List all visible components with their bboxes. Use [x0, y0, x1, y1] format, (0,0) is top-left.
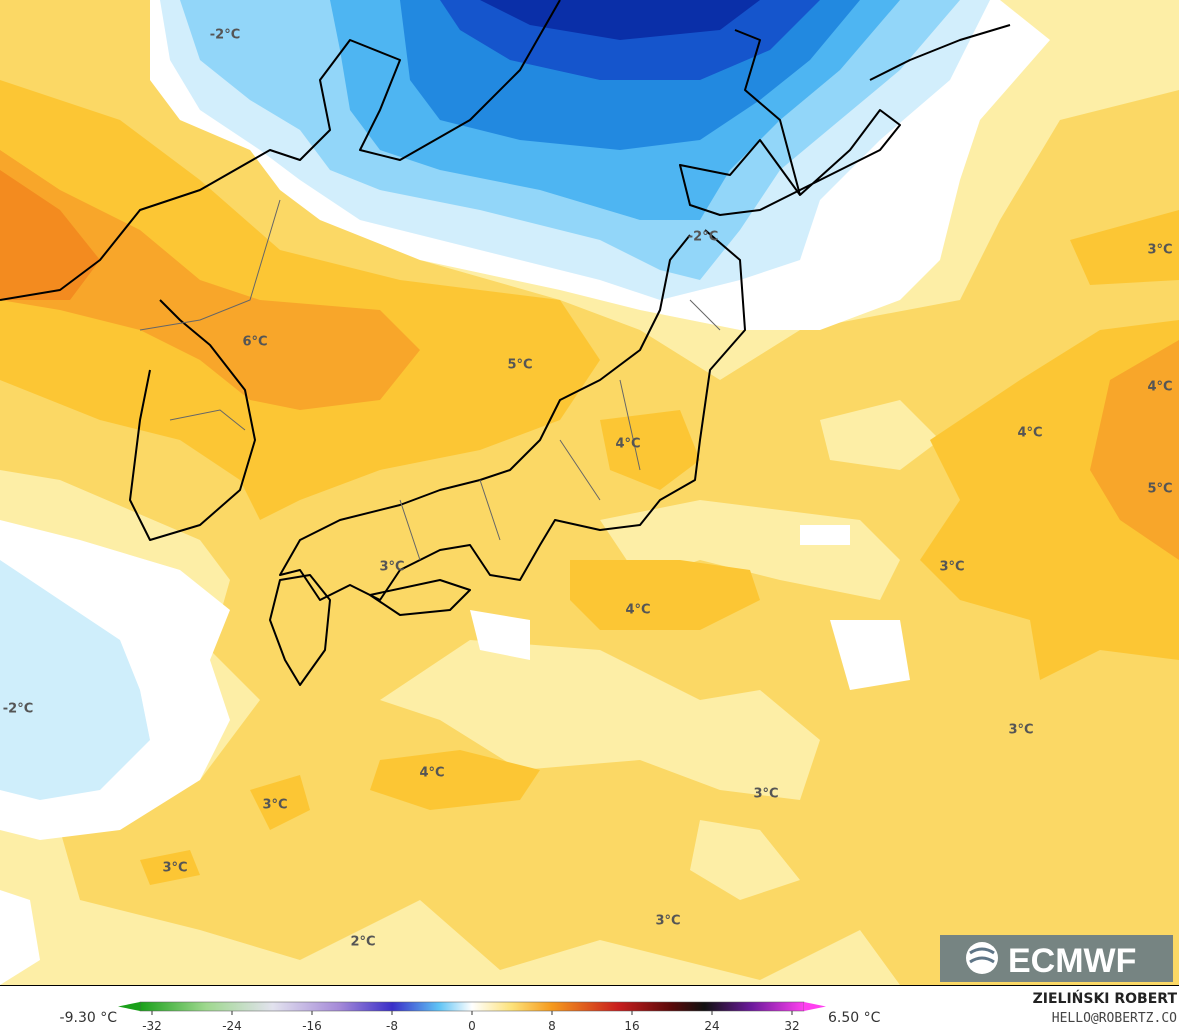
- colorbar-tick-label: -8: [386, 1019, 398, 1033]
- colorbar-tick-label: 8: [548, 1019, 556, 1033]
- colorbar: -9.30 °C 6.50 °C -32 -24 -16 -8 0 8 16 24 32: [60, 1001, 881, 1033]
- credit-contact: HELLO@ROBERTZ.CO: [1052, 1011, 1177, 1026]
- colorbar-tick-label: 0: [468, 1019, 476, 1033]
- logo: ECMWF: [940, 935, 1173, 982]
- contour-label: 3°C: [379, 560, 404, 575]
- contour-label: 3°C: [655, 914, 680, 929]
- map-field: [0, 0, 1179, 985]
- contour-label: 4°C: [625, 603, 650, 618]
- contour-label: -2°C: [688, 230, 718, 245]
- coastlines: [0, 0, 1011, 686]
- colorbar-tick-label: -16: [302, 1019, 322, 1033]
- credit-name: ZIELIŃSKI ROBERT: [1033, 989, 1178, 1007]
- colorbar-tick-label: 16: [624, 1019, 639, 1033]
- contour-label: 3°C: [939, 560, 964, 575]
- colorbar-tick-label: -32: [142, 1019, 162, 1033]
- colorbar-tick-label: 32: [784, 1019, 799, 1033]
- colorbar-max: 6.50 °C: [828, 1010, 881, 1026]
- contour-label: 4°C: [419, 766, 444, 781]
- contour-label: 4°C: [1147, 380, 1172, 395]
- contour-label: 5°C: [1147, 482, 1172, 497]
- contour-label: 3°C: [262, 798, 287, 813]
- colorbar-min: -9.30 °C: [60, 1010, 118, 1026]
- logo-text: ECMWF: [1008, 942, 1136, 980]
- colorbar-tick-label: 24: [704, 1019, 719, 1033]
- contour-label: 3°C: [1147, 243, 1172, 258]
- contour-label: -2°C: [3, 702, 33, 717]
- colorbar-tick-label: -24: [222, 1019, 242, 1033]
- contour-label: 3°C: [753, 787, 778, 802]
- contour-labels: -2°C -2°C 3°C 6°C 5°C 4°C 4°C 4°C 5°C 3°C 3°C 4°C -2…: [3, 28, 1173, 950]
- contour-label: 6°C: [242, 335, 267, 350]
- contour-label: 5°C: [507, 358, 532, 373]
- contour-label: 2°C: [350, 935, 375, 950]
- contour-label: 3°C: [1008, 723, 1033, 738]
- contour-label: 4°C: [615, 437, 640, 452]
- contour-label: 3°C: [162, 861, 187, 876]
- contour-label: -2°C: [210, 28, 240, 43]
- contour-label: 4°C: [1017, 426, 1042, 441]
